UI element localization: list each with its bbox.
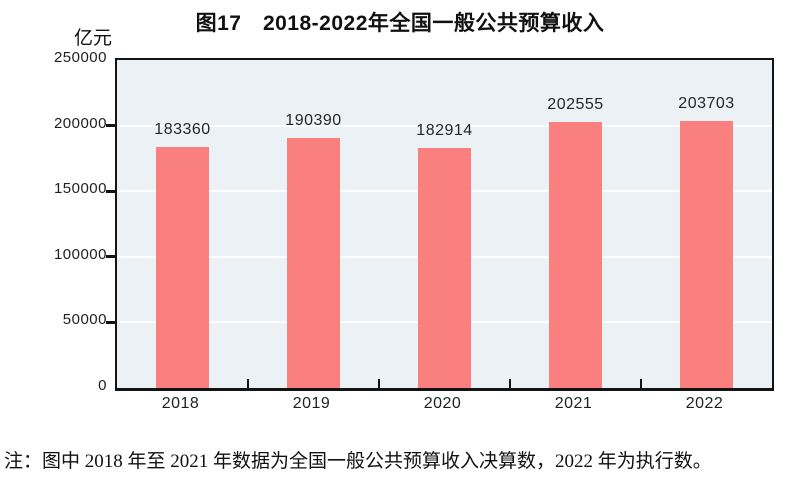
y-axis-tick-label: 100000: [53, 245, 107, 263]
bar-value-label: 202555: [547, 96, 604, 114]
y-axis-tick-mark: [106, 320, 115, 324]
x-axis-tick-label: 2020: [423, 395, 462, 412]
y-axis-tick-label: 200000: [53, 114, 107, 132]
y-axis-tick-label: 150000: [53, 180, 107, 198]
y-axis-tick-label: 0: [98, 377, 107, 394]
x-axis-tick-mark: [378, 379, 380, 388]
bar-2022: [680, 120, 733, 388]
plot-area: 183360 190390 182914 202555 203703: [106, 58, 774, 391]
y-axis-tick-mark: [106, 124, 115, 128]
bar-2019: [287, 138, 340, 388]
y-axis-tick-mark: [106, 255, 115, 259]
y-axis-tick-mark: [106, 189, 115, 193]
chart-title: 图17 2018-2022年全国一般公共预算收入: [195, 12, 605, 35]
x-axis-tick-mark: [640, 379, 642, 388]
bar-2020: [418, 148, 471, 388]
y-axis-unit-label: 亿元: [74, 28, 113, 49]
bar-value-label: 183360: [154, 121, 211, 139]
x-axis-tick-label: 2021: [554, 395, 593, 412]
bar-2021: [549, 122, 602, 388]
bar-2018: [156, 147, 209, 388]
x-axis-tick-label: 2018: [161, 395, 200, 412]
x-axis-tick-label: 2019: [292, 395, 331, 412]
y-axis-tick-label: 50000: [62, 311, 107, 329]
bar-value-label: 203703: [678, 94, 735, 112]
gridline: [117, 124, 772, 127]
x-axis-tick-mark: [509, 379, 511, 388]
bar-value-label: 190390: [285, 112, 342, 130]
x-axis-tick-mark: [247, 379, 249, 388]
x-axis-tick-label: 2022: [685, 395, 724, 412]
footnote: 注：图中 2018 年至 2021 年数据为全国一般公共预算收入决算数，2022…: [4, 451, 712, 472]
bar-value-label: 182914: [416, 122, 473, 140]
y-axis-tick-label: 250000: [53, 49, 107, 66]
